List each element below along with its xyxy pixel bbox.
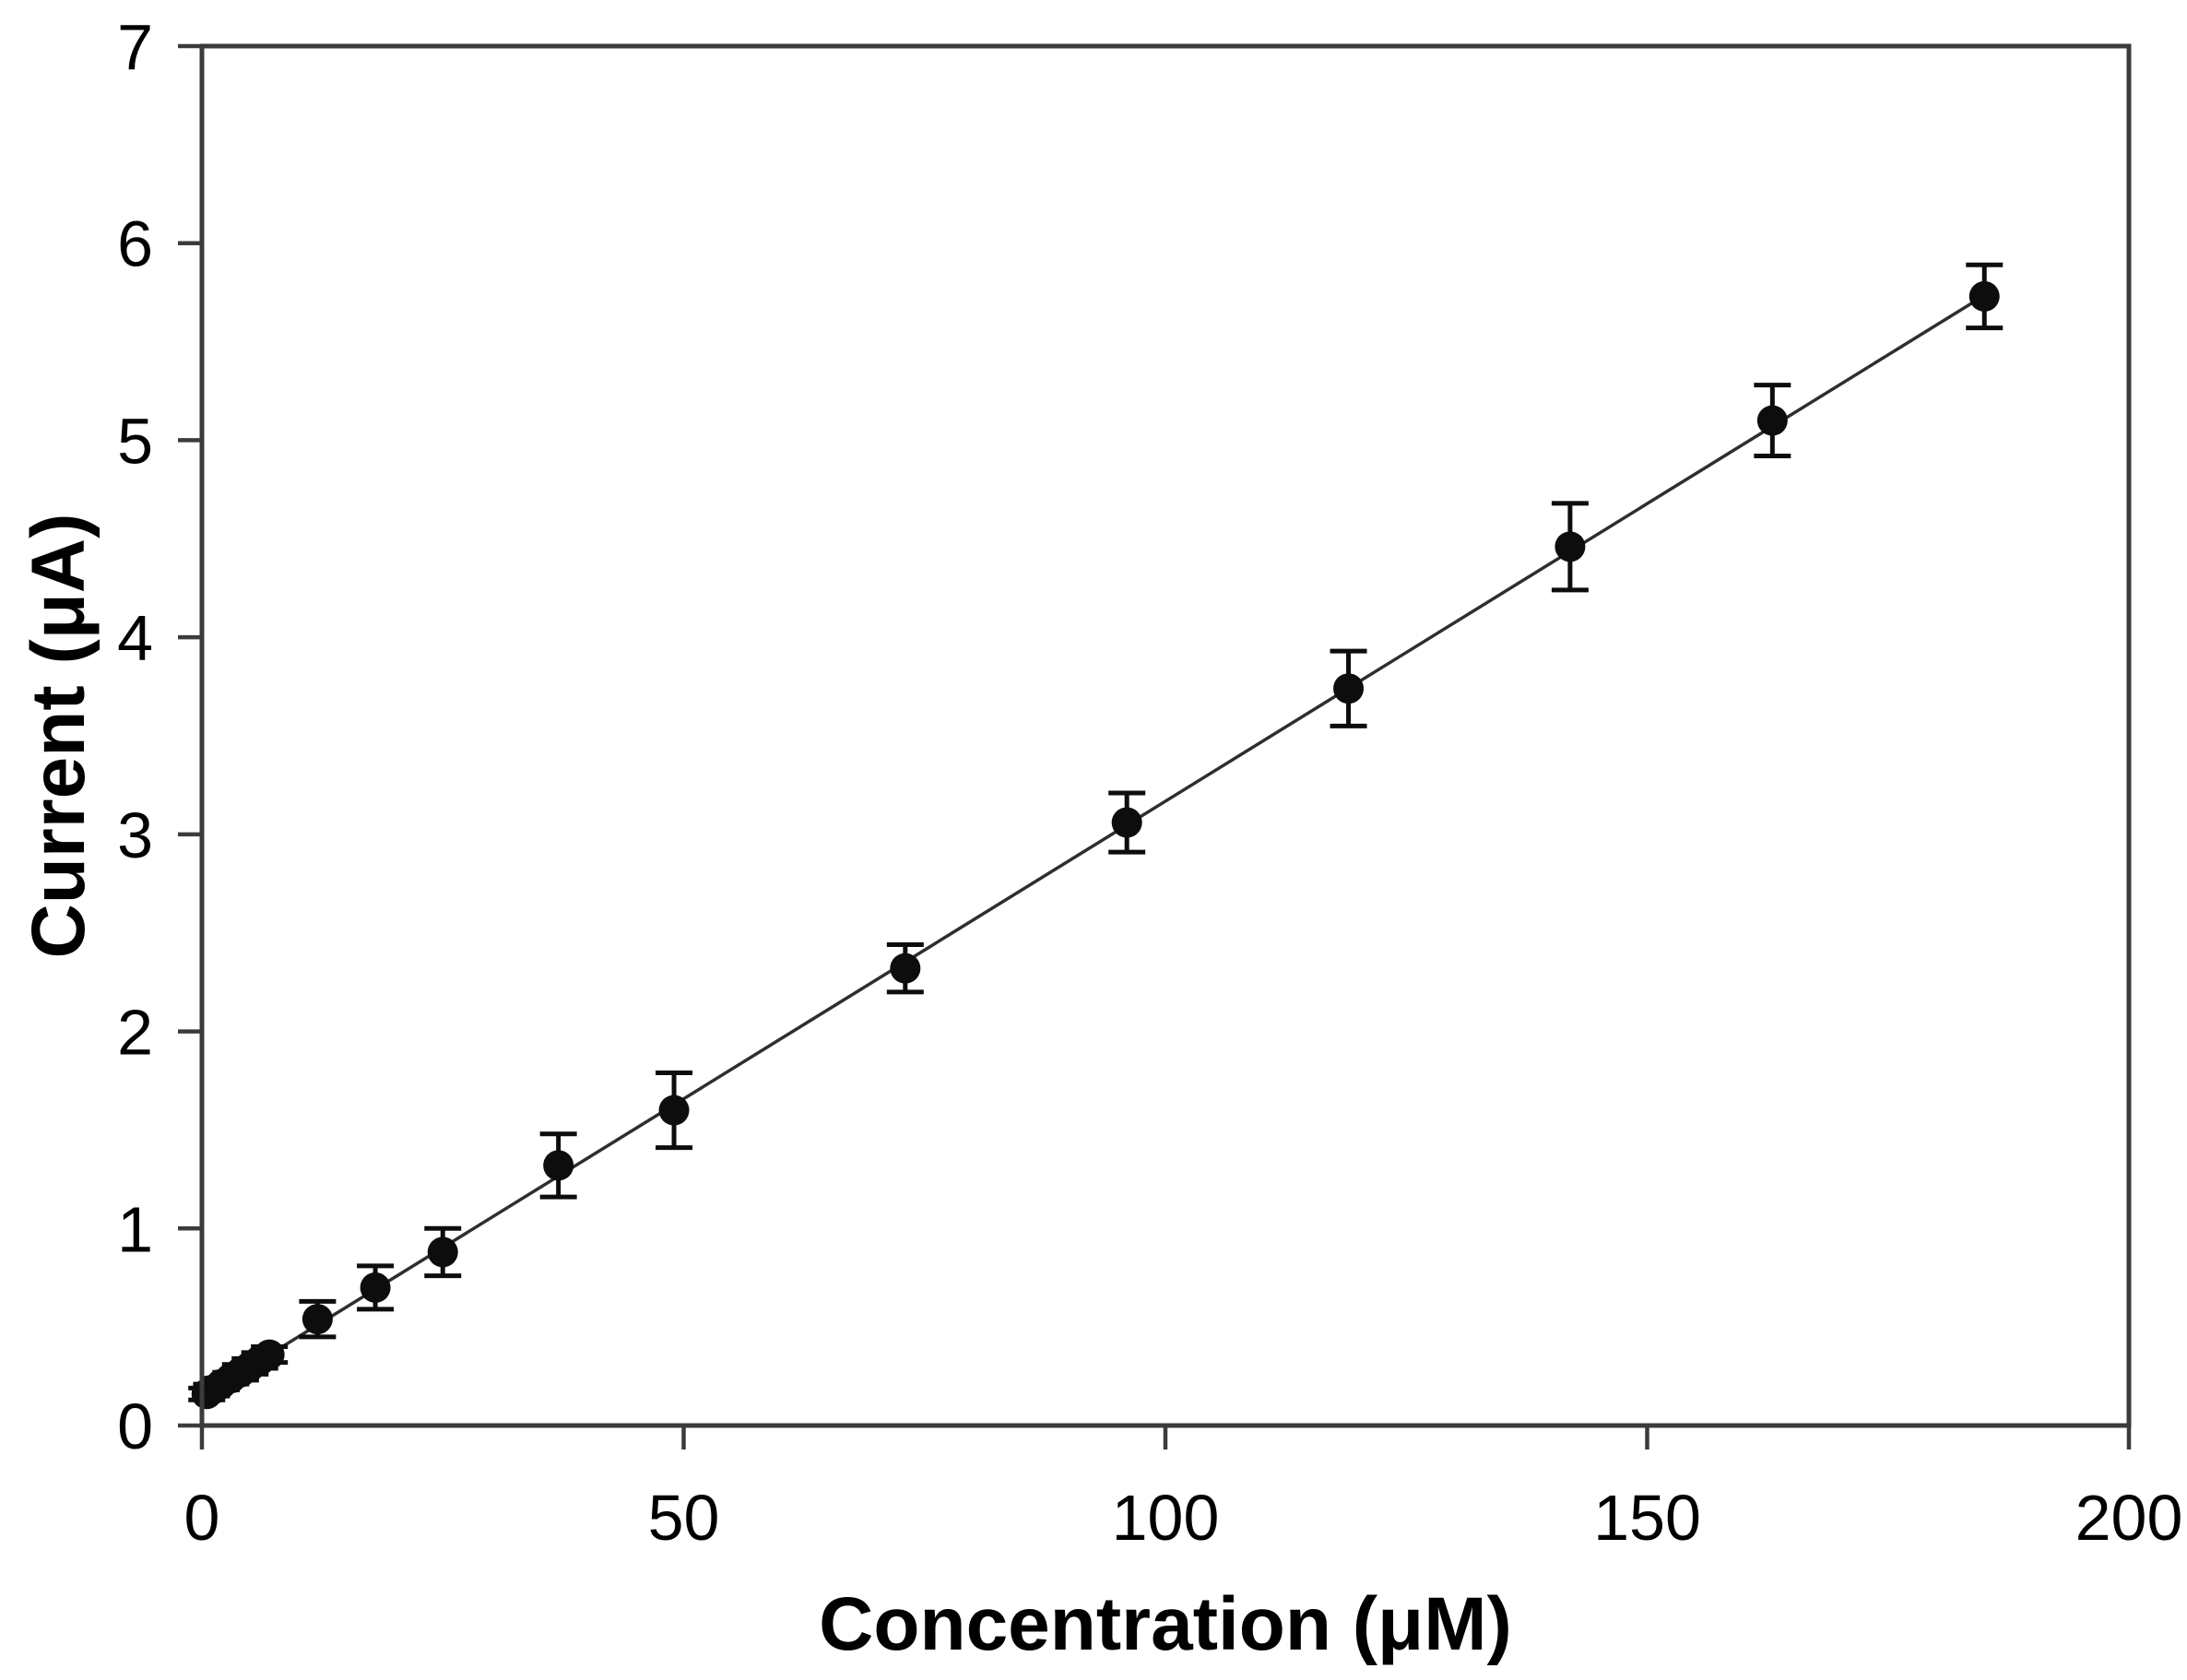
x-axis-title: Concentration (μM) xyxy=(819,1582,1512,1666)
fit-line xyxy=(206,293,1986,1395)
data-point xyxy=(890,952,921,984)
data-point xyxy=(360,1272,391,1303)
data-point xyxy=(543,1150,574,1181)
data-point xyxy=(1968,280,2000,312)
y-axis-title: Current (μA) xyxy=(17,513,100,959)
x-tick-label: 100 xyxy=(1112,1482,1220,1554)
x-tick-label: 150 xyxy=(1593,1482,1701,1554)
y-tick-label: 3 xyxy=(117,799,153,871)
x-tick-label: 50 xyxy=(648,1482,720,1554)
data-point xyxy=(427,1236,458,1268)
x-tick-label: 200 xyxy=(2075,1482,2183,1554)
y-tick-label: 7 xyxy=(117,11,153,83)
data-point xyxy=(254,1339,285,1370)
data-point xyxy=(1111,807,1142,838)
y-tick-label: 2 xyxy=(117,997,153,1069)
data-point xyxy=(1756,405,1788,436)
data-point xyxy=(301,1304,333,1335)
data-point xyxy=(658,1094,690,1126)
data-point xyxy=(1333,673,1365,704)
y-tick-label: 0 xyxy=(117,1390,153,1462)
y-tick-label: 1 xyxy=(117,1193,153,1265)
y-tick-label: 4 xyxy=(117,602,153,674)
x-tick-label: 0 xyxy=(184,1482,220,1554)
y-tick-label: 6 xyxy=(117,208,153,280)
y-tick-label: 5 xyxy=(117,405,153,477)
data-point xyxy=(1555,531,1586,562)
